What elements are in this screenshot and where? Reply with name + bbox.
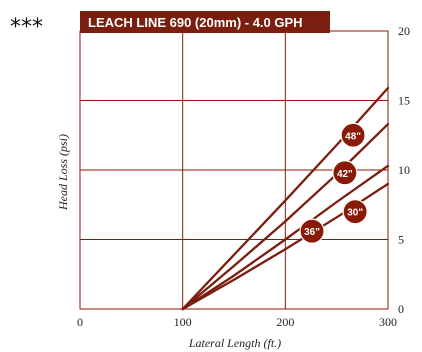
grid <box>79 30 389 310</box>
series-badge: 30" <box>342 199 368 225</box>
badge-label: 48" <box>345 131 361 142</box>
badge-circle <box>332 160 358 186</box>
series-badge: 36" <box>299 218 325 244</box>
x-tick-label: 100 <box>174 315 192 329</box>
y-tick-label: 5 <box>398 233 404 247</box>
y-tick-label: 20 <box>398 24 410 38</box>
y-tick-label: 0 <box>398 302 404 316</box>
y-tick-label: 10 <box>398 163 410 177</box>
badge-label: 42" <box>337 169 353 180</box>
badge-circle <box>299 218 325 244</box>
x-tick-label: 0 <box>77 315 83 329</box>
series-badge: 42" <box>332 160 358 186</box>
badge-label: 36" <box>304 227 320 238</box>
series-badge: 48" <box>340 122 366 148</box>
x-tick-label: 200 <box>276 315 294 329</box>
x-tick-label: 300 <box>379 315 397 329</box>
badge-circle <box>342 199 368 225</box>
title-banner <box>80 11 330 33</box>
badge-circle <box>340 122 366 148</box>
x-axis-label: Lateral Length (ft.) <box>188 336 281 350</box>
y-axis-label: Head Loss (psi) <box>56 134 70 211</box>
title-stars: *** <box>10 15 43 40</box>
chart-title: LEACH LINE 690 (20mm) - 4.0 GPH <box>88 15 303 30</box>
y-tick-label: 15 <box>398 94 410 108</box>
badge-label: 30" <box>347 208 363 219</box>
series-line <box>181 122 390 311</box>
series-line <box>181 164 390 311</box>
series-badges: 48" 42" 30" 36" <box>299 122 368 244</box>
